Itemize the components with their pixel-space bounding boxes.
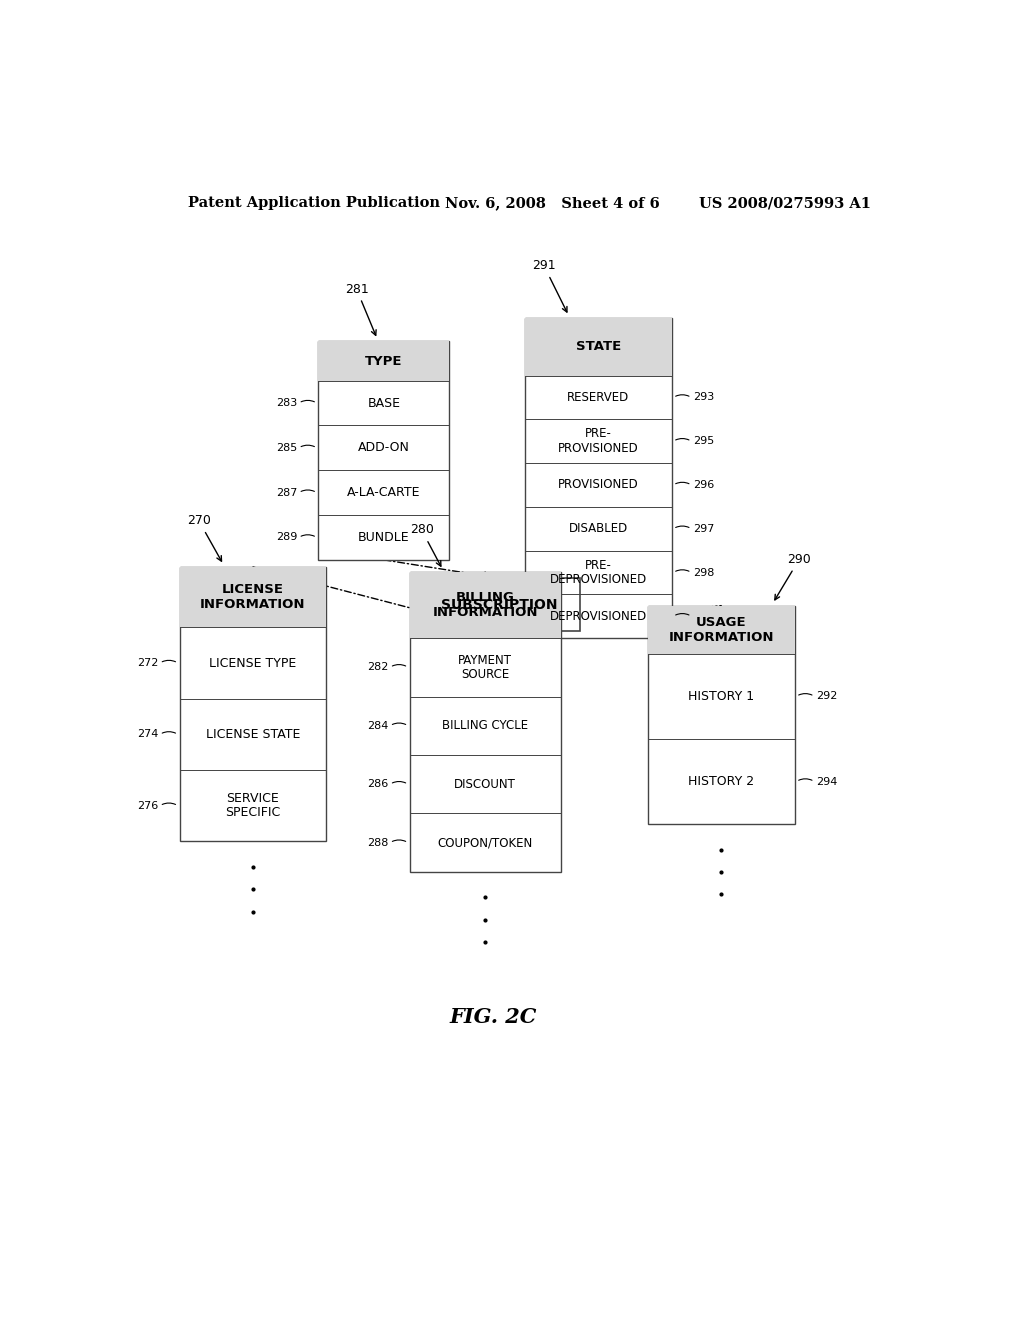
Text: 292: 292 — [816, 692, 838, 701]
Text: 283: 283 — [275, 399, 297, 408]
Text: 294: 294 — [816, 776, 838, 787]
Text: PRE-
PROVISIONED: PRE- PROVISIONED — [558, 428, 639, 455]
Text: HISTORY 1: HISTORY 1 — [688, 690, 755, 702]
Text: Nov. 6, 2008   Sheet 4 of 6: Nov. 6, 2008 Sheet 4 of 6 — [445, 197, 660, 210]
Bar — [524, 318, 672, 638]
Text: DISABLED: DISABLED — [568, 523, 628, 535]
Text: 276: 276 — [137, 801, 158, 810]
Bar — [524, 318, 672, 376]
Text: PRE-
DEPROVISIONED: PRE- DEPROVISIONED — [550, 558, 647, 586]
Bar — [318, 342, 450, 560]
Text: 285: 285 — [275, 444, 297, 453]
Bar — [648, 606, 795, 824]
Bar — [318, 342, 450, 380]
Text: 299: 299 — [693, 611, 715, 622]
Bar — [418, 578, 581, 631]
Text: LICENSE TYPE: LICENSE TYPE — [209, 656, 297, 669]
Text: 270: 270 — [187, 515, 221, 561]
Text: 298: 298 — [693, 568, 715, 578]
Text: 281: 281 — [345, 282, 376, 335]
Bar — [179, 568, 327, 627]
Text: 272: 272 — [137, 659, 158, 668]
Text: ADD-ON: ADD-ON — [358, 441, 410, 454]
Text: A-LA-CARTE: A-LA-CARTE — [347, 486, 421, 499]
Text: 274: 274 — [137, 730, 158, 739]
Text: PROVISIONED: PROVISIONED — [558, 478, 639, 491]
Text: BUNDLE: BUNDLE — [358, 531, 410, 544]
Text: 286: 286 — [367, 779, 388, 789]
Text: FIG. 2C: FIG. 2C — [450, 1007, 537, 1027]
Text: 287: 287 — [275, 487, 297, 498]
Text: 295: 295 — [693, 436, 715, 446]
Text: BASE: BASE — [368, 396, 400, 409]
Text: 282: 282 — [367, 663, 388, 672]
Text: USAGE
INFORMATION: USAGE INFORMATION — [669, 615, 774, 644]
Text: US 2008/0275993 A1: US 2008/0275993 A1 — [699, 197, 871, 210]
Text: SUBSCRIPTION: SUBSCRIPTION — [440, 598, 557, 611]
Text: BILLING CYCLE: BILLING CYCLE — [442, 719, 528, 733]
Text: 290: 290 — [775, 553, 811, 599]
Text: 284: 284 — [367, 721, 388, 731]
Text: TYPE: TYPE — [366, 355, 402, 367]
Text: RESERVED: RESERVED — [567, 391, 630, 404]
Text: 293: 293 — [693, 392, 715, 403]
Bar — [648, 606, 795, 653]
Text: 288: 288 — [367, 838, 388, 847]
Text: HISTORY 2: HISTORY 2 — [688, 775, 755, 788]
Text: 297: 297 — [693, 524, 715, 533]
Text: DEPROVISIONED: DEPROVISIONED — [550, 610, 647, 623]
Text: LICENSE STATE: LICENSE STATE — [206, 727, 300, 741]
Bar — [410, 572, 560, 873]
Bar — [179, 568, 327, 841]
Text: 296: 296 — [693, 480, 715, 490]
Bar — [410, 572, 560, 638]
Text: 291: 291 — [532, 259, 567, 312]
Text: 280: 280 — [410, 524, 441, 566]
Text: Patent Application Publication: Patent Application Publication — [187, 197, 439, 210]
Text: 289: 289 — [275, 532, 297, 543]
Text: SERVICE
SPECIFIC: SERVICE SPECIFIC — [225, 792, 281, 820]
Text: DISCOUNT: DISCOUNT — [455, 777, 516, 791]
Text: PAYMENT
SOURCE: PAYMENT SOURCE — [458, 653, 512, 681]
Text: STATE: STATE — [575, 341, 621, 354]
Text: BILLING
INFORMATION: BILLING INFORMATION — [432, 591, 538, 619]
Text: LICENSE
INFORMATION: LICENSE INFORMATION — [201, 583, 306, 611]
Text: COUPON/TOKEN: COUPON/TOKEN — [437, 836, 532, 849]
